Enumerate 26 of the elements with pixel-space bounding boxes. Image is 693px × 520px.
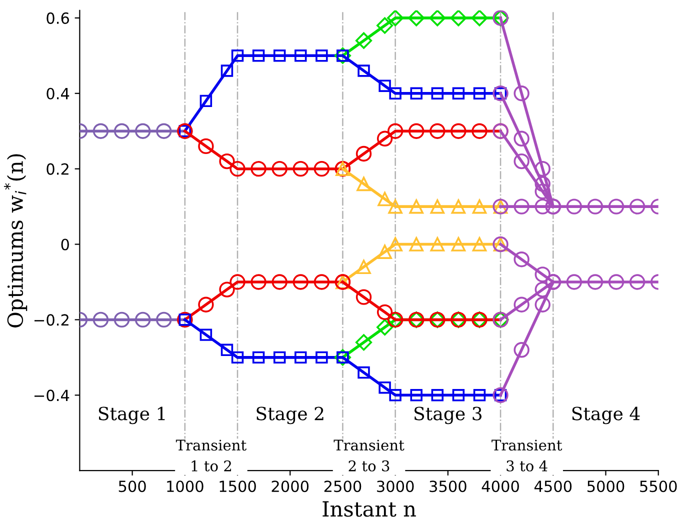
annotation: Stage 3 <box>414 406 482 424</box>
x-tick-label: 3000 <box>377 480 414 492</box>
x-tick-label: 4500 <box>534 480 572 492</box>
annotation: Stage 4 <box>572 406 640 424</box>
annotation: Stage 1 <box>98 406 165 424</box>
x-tick-label: 500 <box>118 480 146 492</box>
x-tick-label: 3500 <box>430 480 466 492</box>
x-tick-label: 5000 <box>587 480 624 492</box>
x-tick-label: 5500 <box>640 480 677 492</box>
y-axis-title: Optimums w$_{i}$$^{*}$(n) <box>4 154 28 328</box>
annotation: Transient 3 to 4 <box>492 440 562 472</box>
x-tick-label: 1500 <box>220 480 256 492</box>
y-tick-label: 0 <box>61 238 69 250</box>
annotation: Stage 2 <box>256 406 324 424</box>
x-axis-title: Instant n <box>322 501 416 517</box>
y-tick-label: −0.4 <box>34 390 70 402</box>
annotation: Transient 2 to 3 <box>334 440 404 472</box>
x-tick-label: 2000 <box>272 480 309 492</box>
y-tick-label: 0.2 <box>46 163 68 175</box>
x-tick-label: 2500 <box>324 480 362 492</box>
x-tick-label: 4000 <box>482 480 519 492</box>
x-tick-label: 1000 <box>167 480 204 492</box>
y-tick-label: 0.4 <box>46 88 70 100</box>
annotation: Transient 1 to 2 <box>176 440 246 472</box>
y-tick-label: 0.6 <box>46 12 70 24</box>
y-tick-label: −0.2 <box>34 314 68 326</box>
